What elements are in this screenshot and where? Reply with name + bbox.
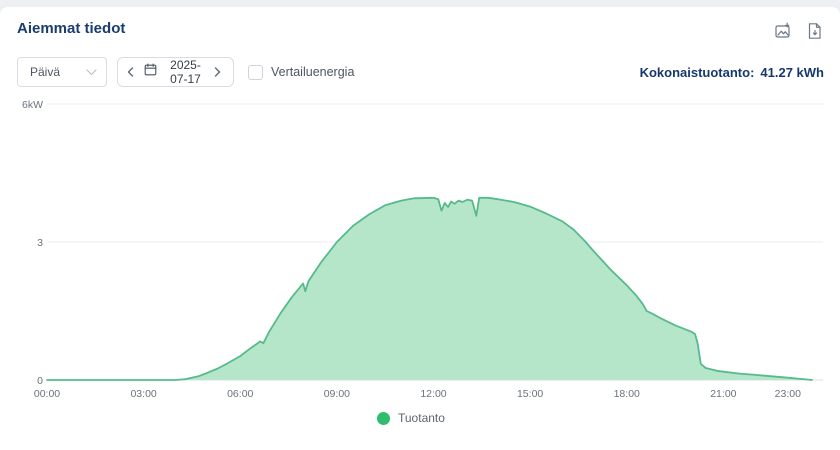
chevron-left-icon bbox=[127, 67, 134, 77]
period-select-value: Päivä bbox=[30, 65, 61, 79]
production-area bbox=[47, 197, 812, 380]
chart-legend[interactable]: Tuotanto bbox=[377, 411, 445, 425]
svg-text:23:00: 23:00 bbox=[775, 388, 801, 400]
chevron-right-icon bbox=[214, 67, 221, 77]
total-production-label: Kokonaistuotanto: bbox=[639, 64, 755, 80]
comparison-checkbox[interactable] bbox=[248, 64, 263, 80]
svg-text:06:00: 06:00 bbox=[227, 388, 253, 400]
export-image-button[interactable] bbox=[774, 22, 792, 40]
prev-day-button[interactable] bbox=[127, 66, 137, 78]
export-toolbar bbox=[774, 22, 824, 40]
total-production-value: 41.27 kWh bbox=[760, 64, 824, 80]
export-file-button[interactable] bbox=[806, 22, 824, 40]
page-title: Aiemmat tiedot bbox=[17, 20, 126, 37]
date-value[interactable]: 2025-07-17 bbox=[170, 58, 201, 86]
production-line bbox=[46, 196, 813, 381]
legend-dot bbox=[377, 411, 390, 425]
date-picker: 2025-07-17 bbox=[117, 57, 234, 87]
next-day-button[interactable] bbox=[214, 66, 224, 78]
period-select[interactable]: Päivä bbox=[17, 57, 107, 87]
svg-text:12:00: 12:00 bbox=[420, 388, 446, 400]
production-chart[interactable]: 0 3 6kW 00:00 03:00 06:00 09:00 12:00 15:00 18:0… bbox=[0, 99, 840, 430]
legend-label: Tuotanto bbox=[398, 411, 445, 425]
comparison-toggle[interactable]: Vertailuenergia bbox=[248, 57, 354, 87]
chart-y-axis-labels: 0 3 6kW bbox=[22, 99, 43, 387]
svg-text:21:00: 21:00 bbox=[710, 388, 736, 400]
svg-text:18:00: 18:00 bbox=[614, 388, 640, 400]
chart-x-axis-labels: 00:00 03:00 06:00 09:00 12:00 15:00 18:00 21:00… bbox=[34, 388, 801, 400]
svg-text:6kW: 6kW bbox=[22, 100, 43, 111]
chevron-down-icon bbox=[86, 68, 97, 75]
total-production: Kokonaistuotanto: 41.27 kWh bbox=[640, 57, 824, 87]
svg-text:3: 3 bbox=[37, 237, 43, 249]
comparison-checkbox-label: Vertailuenergia bbox=[271, 65, 355, 79]
svg-text:09:00: 09:00 bbox=[324, 388, 350, 400]
svg-text:00:00: 00:00 bbox=[34, 388, 60, 400]
calendar-icon bbox=[144, 63, 157, 81]
export-image-icon bbox=[775, 22, 790, 38]
svg-text:03:00: 03:00 bbox=[130, 388, 156, 400]
svg-text:0: 0 bbox=[37, 375, 43, 387]
svg-text:15:00: 15:00 bbox=[517, 388, 543, 400]
export-file-icon bbox=[808, 23, 821, 39]
